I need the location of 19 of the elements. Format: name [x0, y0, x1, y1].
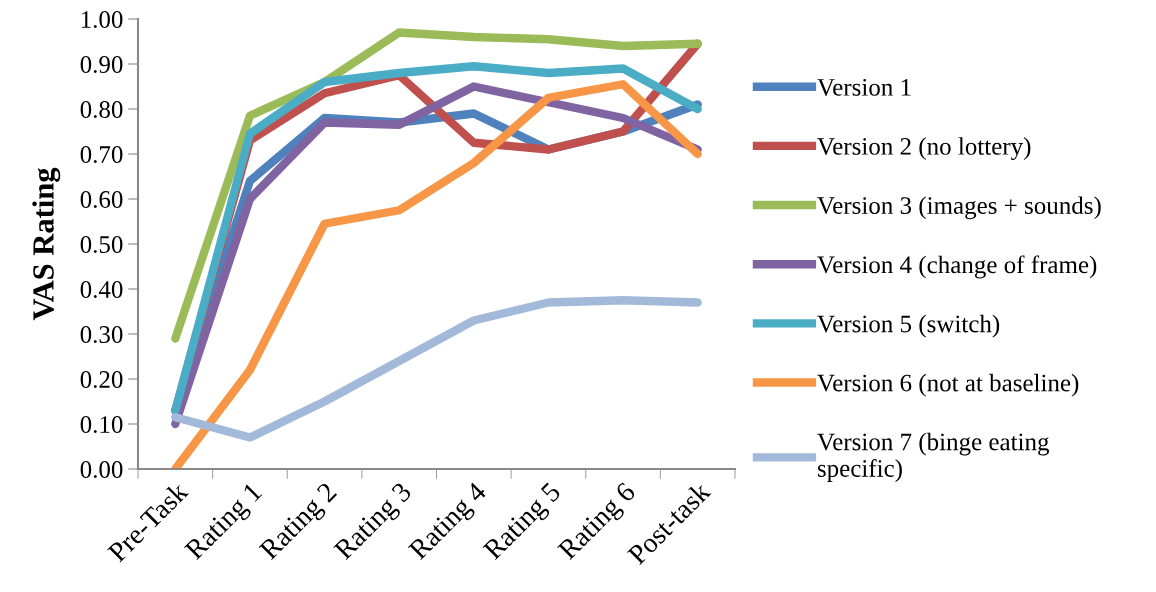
y-tick-label: 0.60: [80, 191, 123, 209]
y-tick-label: 0.70: [80, 146, 123, 164]
legend-label: Version 3 (images + sounds): [817, 196, 1101, 220]
legend-label: Version 6 (not at baseline): [817, 373, 1079, 397]
legend-label: Version 5 (switch): [817, 314, 1000, 338]
y-tick-label: 0.20: [80, 371, 123, 389]
y-tick-label: 0.40: [80, 281, 123, 299]
legend-label: Version 2 (no lottery): [817, 137, 1031, 160]
y-tick-label: 0.50: [80, 236, 123, 254]
y-axis-title: VAS Rating: [32, 167, 61, 321]
y-tick-label: 1.00: [81, 11, 123, 29]
legend-label: Version 7 (binge eating specific): [817, 432, 1050, 482]
y-tick-label: 0.30: [80, 326, 123, 344]
legend-label: Version 1: [817, 78, 911, 96]
y-tick-label: 0.80: [80, 101, 123, 119]
y-tick-label: 0.00: [80, 461, 123, 479]
y-tick-label: 0.90: [80, 56, 123, 74]
legend-label: Version 4 (change of frame): [817, 255, 1097, 279]
y-tick-label: 0.10: [80, 416, 123, 434]
